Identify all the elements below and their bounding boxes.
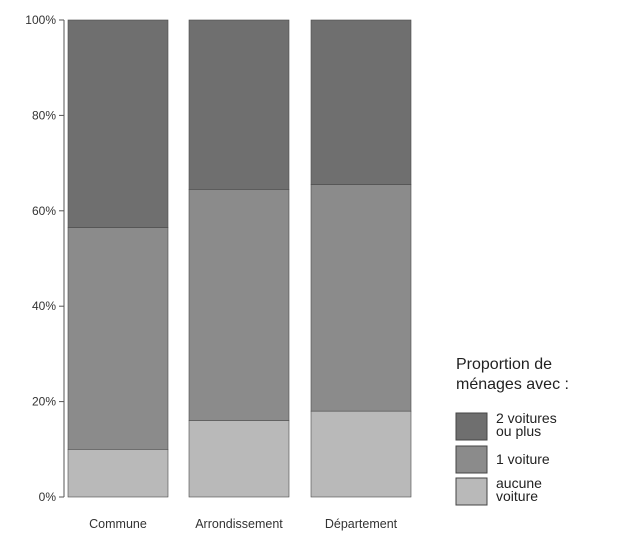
y-tick-label: 80% [32,108,56,122]
legend-label: 2 voitures [496,410,557,426]
legend-label: ou plus [496,423,541,439]
legend-swatch [455,412,488,441]
bar-segment [188,19,290,190]
bar-segment [188,189,290,421]
x-axis-labels: Commune Arrondissement Département [89,517,397,531]
bar-segment [67,19,169,228]
bar-segment [67,227,169,450]
legend-title: ménages avec : [456,376,569,393]
legend-label: 1 voiture [496,451,550,467]
x-category-label: Département [325,517,398,531]
y-tick-label: 60% [32,204,56,218]
legend-label: aucune [496,475,542,491]
legend-swatch [455,477,488,506]
y-tick-label: 0% [39,490,57,504]
legend-label: voiture [496,488,538,504]
x-category-label: Commune [89,517,147,531]
bar-segment [188,420,290,498]
legend-swatch [455,445,488,474]
legend-title: Proportion de [456,356,552,373]
y-axis: 0% 20% 40% 60% 80% 100% [25,13,65,504]
bars [67,19,412,498]
bar-segment [310,410,412,498]
bar-segment [310,184,412,412]
y-tick-label: 100% [25,13,56,27]
y-tick-label: 40% [32,299,56,313]
bar-segment [310,19,412,185]
bar-segment [67,448,169,498]
y-tick-label: 20% [32,395,56,409]
legend: Proportion de ménages avec : 2 voituresou … [455,356,569,506]
x-category-label: Arrondissement [195,517,283,531]
